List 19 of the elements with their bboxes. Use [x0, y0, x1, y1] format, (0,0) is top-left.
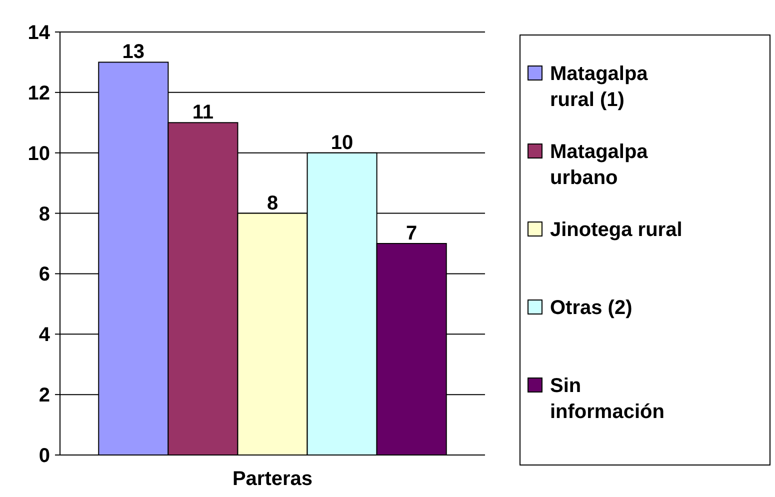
- legend-label: Sin información: [550, 375, 664, 423]
- legend-label: Matagalpa rural (1): [550, 63, 649, 111]
- legend-label: Otras (2): [550, 297, 632, 319]
- y-tick-label: 4: [38, 324, 51, 346]
- y-tick-label: 14: [28, 22, 51, 44]
- y-tick-label: 6: [38, 264, 50, 286]
- data-label: 11: [192, 102, 214, 124]
- data-label: 7: [406, 222, 418, 244]
- data-label: 13: [122, 41, 145, 64]
- y-tick-label: 12: [28, 82, 50, 104]
- y-tick-label: 2: [38, 384, 50, 407]
- data-label: 8: [266, 192, 278, 214]
- legend-label: Matagalpa urbano: [550, 141, 649, 189]
- y-tick-label: 0: [38, 445, 50, 467]
- legend-label: Jinotega rural: [550, 219, 682, 241]
- x-tick-label: Parteras: [232, 468, 313, 490]
- y-tick-label: 8: [38, 203, 50, 226]
- y-tick-label: 10: [28, 142, 50, 165]
- data-label: 10: [330, 132, 354, 154]
